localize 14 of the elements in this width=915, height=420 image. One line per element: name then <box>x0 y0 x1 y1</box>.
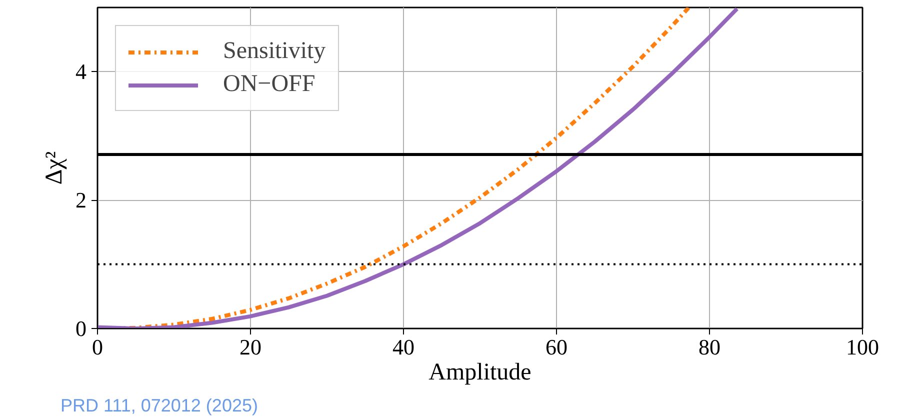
legend-label: ON−OFF <box>223 71 316 98</box>
x-tick-label: 60 <box>546 334 568 360</box>
x-tick-label: 80 <box>698 334 720 360</box>
text: PRD 111, 072012 (2025) <box>60 396 258 416</box>
x-tick-label: 20 <box>240 334 262 360</box>
legend-label: Sensitivity <box>223 38 326 65</box>
x-axis-title: Amplitude <box>428 360 532 386</box>
y-axis-title: Δχ² <box>42 151 68 185</box>
x-tick-label: 40 <box>392 334 414 360</box>
y-tick-label: 4 <box>76 59 86 84</box>
y-tick-label: 0 <box>76 316 86 341</box>
x-tick-label: 100 <box>846 334 879 360</box>
y-tick-label: 2 <box>76 188 86 213</box>
x-tick-label: 0 <box>92 334 103 360</box>
